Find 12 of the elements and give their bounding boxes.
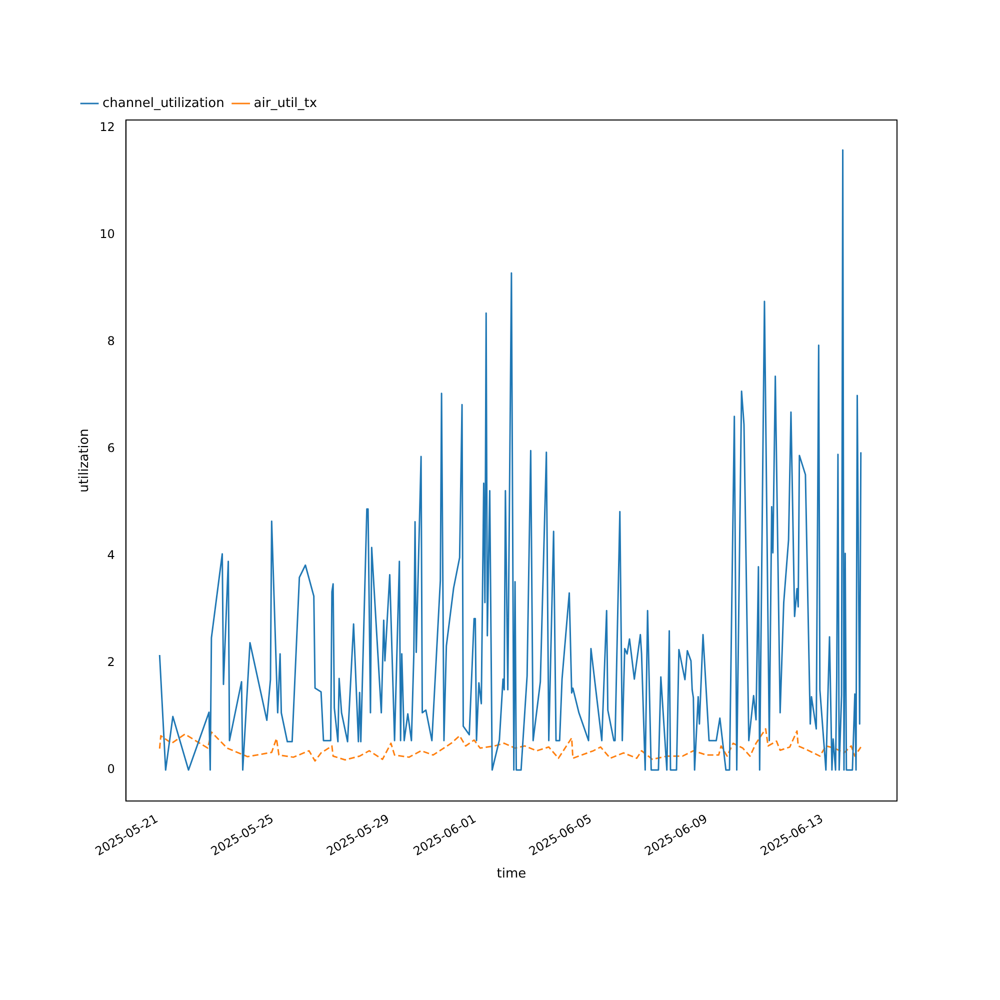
x-axis-title: time (496, 866, 526, 882)
y-axis-title: utilization (77, 428, 92, 492)
line-series (158, 728, 862, 762)
y-tick-label: 10 (100, 227, 115, 242)
y-tick-label: 8 (107, 334, 115, 348)
legend-label: channel_utilization (102, 96, 224, 111)
y-tick-label: 0 (107, 762, 115, 776)
y-tick-label: 12 (100, 120, 115, 134)
y-tick-label: 6 (107, 441, 115, 456)
y-tick-label: 2 (107, 655, 115, 670)
legend-label: air_util_tx (254, 96, 318, 111)
y-tick-label: 4 (107, 548, 115, 562)
